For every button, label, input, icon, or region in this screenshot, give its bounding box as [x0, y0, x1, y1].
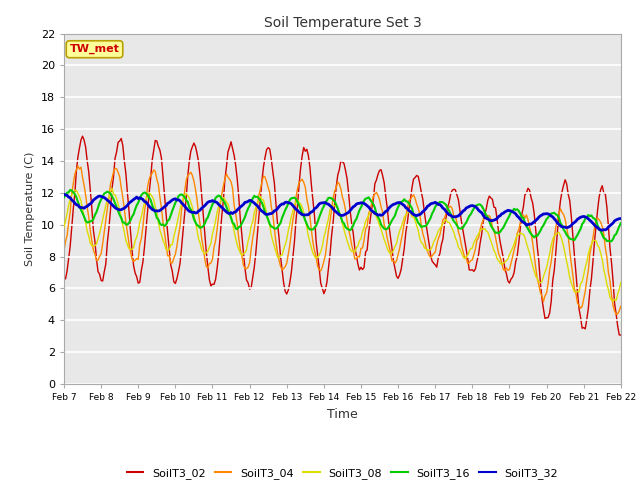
Line: SoilT3_32: SoilT3_32: [64, 194, 621, 230]
SoilT3_16: [60, 194, 68, 200]
SoilT3_08: [397, 224, 405, 230]
SoilT3_32: [408, 210, 416, 216]
SoilT3_08: [617, 280, 625, 286]
SoilT3_02: [60, 275, 68, 280]
SoilT3_16: [410, 212, 417, 217]
Legend: SoilT3_02, SoilT3_04, SoilT3_08, SoilT3_16, SoilT3_32: SoilT3_02, SoilT3_04, SoilT3_08, SoilT3_…: [122, 464, 563, 480]
SoilT3_04: [77, 164, 85, 170]
SoilT3_04: [74, 163, 82, 169]
SoilT3_32: [377, 213, 385, 218]
Line: SoilT3_16: SoilT3_16: [64, 190, 621, 241]
SoilT3_02: [397, 266, 405, 272]
SoilT3_04: [60, 248, 68, 254]
SoilT3_08: [379, 232, 387, 238]
X-axis label: Time: Time: [327, 408, 358, 420]
SoilT3_08: [550, 233, 558, 239]
SoilT3_32: [60, 192, 68, 197]
SoilT3_02: [410, 176, 417, 182]
Text: TW_met: TW_met: [70, 44, 120, 54]
SoilT3_16: [606, 239, 614, 244]
SoilT3_16: [379, 224, 387, 229]
SoilT3_08: [609, 298, 617, 304]
SoilT3_08: [410, 214, 417, 220]
SoilT3_16: [397, 199, 405, 204]
SoilT3_32: [76, 204, 83, 210]
SoilT3_04: [379, 209, 387, 215]
SoilT3_16: [165, 216, 173, 222]
SoilT3_02: [165, 245, 173, 251]
SoilT3_32: [617, 216, 625, 221]
SoilT3_04: [612, 312, 620, 317]
SoilT3_16: [617, 220, 625, 226]
SoilT3_02: [76, 145, 83, 151]
SoilT3_08: [76, 193, 83, 199]
SoilT3_02: [550, 267, 558, 273]
SoilT3_32: [396, 200, 403, 205]
SoilT3_04: [410, 192, 417, 198]
SoilT3_16: [550, 210, 558, 216]
SoilT3_02: [79, 133, 86, 139]
Line: SoilT3_04: SoilT3_04: [64, 166, 621, 314]
SoilT3_32: [549, 214, 557, 220]
Line: SoilT3_08: SoilT3_08: [64, 188, 621, 301]
Line: SoilT3_02: SoilT3_02: [64, 136, 621, 335]
SoilT3_08: [108, 185, 116, 191]
SoilT3_04: [617, 303, 625, 309]
SoilT3_04: [165, 252, 173, 258]
SoilT3_04: [550, 235, 558, 240]
SoilT3_16: [67, 187, 74, 193]
SoilT3_16: [77, 207, 85, 213]
SoilT3_02: [617, 332, 625, 338]
SoilT3_32: [164, 201, 172, 206]
SoilT3_02: [379, 173, 387, 179]
Y-axis label: Soil Temperature (C): Soil Temperature (C): [25, 152, 35, 266]
SoilT3_08: [60, 224, 68, 230]
SoilT3_08: [165, 247, 173, 252]
SoilT3_32: [598, 228, 606, 233]
SoilT3_04: [397, 238, 405, 243]
Title: Soil Temperature Set 3: Soil Temperature Set 3: [264, 16, 421, 30]
